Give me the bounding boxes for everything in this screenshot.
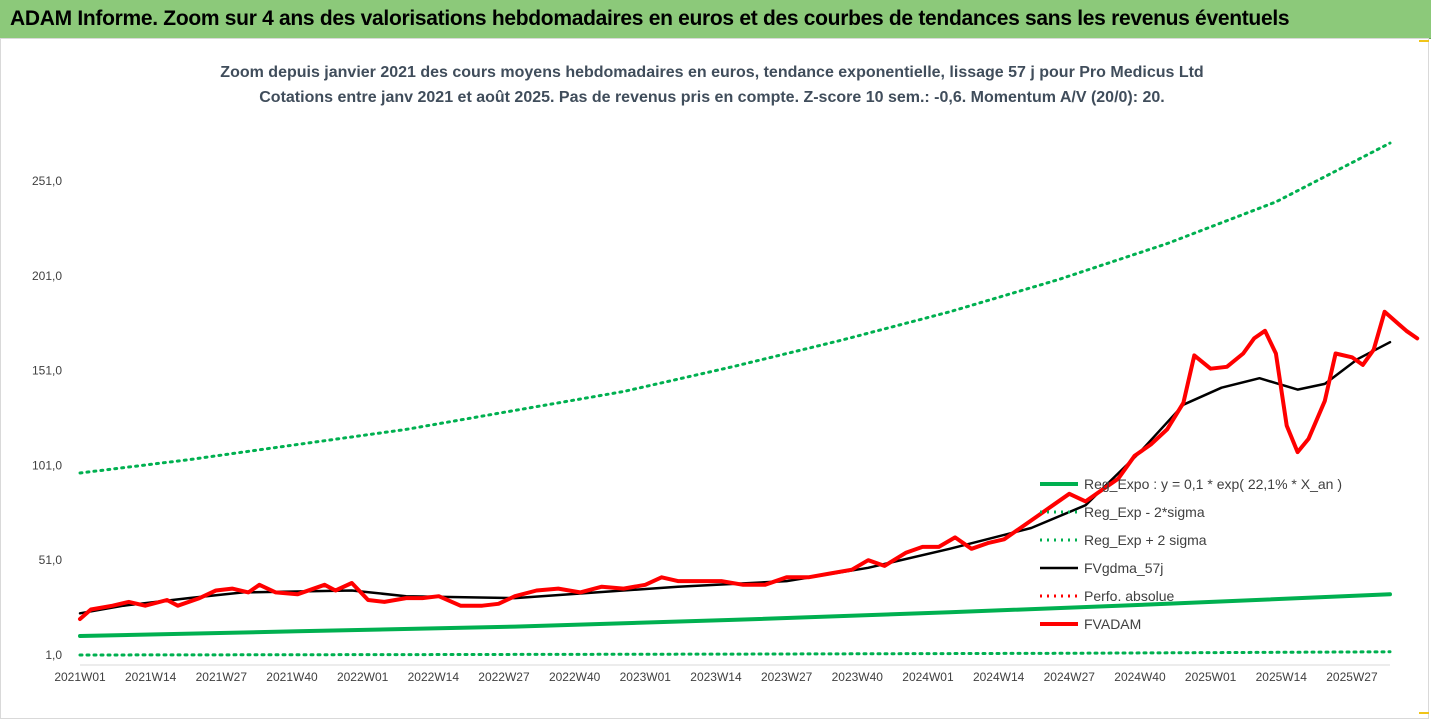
- x-tick-label: 2022W01: [337, 670, 389, 684]
- x-tick-label: 2023W01: [620, 670, 672, 684]
- x-tick-label: 2024W27: [1044, 670, 1096, 684]
- header-title: ADAM Informe. Zoom sur 4 ans des valoris…: [10, 7, 1290, 30]
- x-tick-label: 2023W14: [690, 670, 742, 684]
- x-tick-label: 2023W40: [832, 670, 884, 684]
- x-tick-label: 2022W14: [408, 670, 460, 684]
- x-tick-label: 2022W40: [549, 670, 601, 684]
- header-banner: ADAM Informe. Zoom sur 4 ans des valoris…: [0, 0, 1431, 39]
- x-tick-label: 2023W27: [761, 670, 813, 684]
- chart-title-line-1: Zoom depuis janvier 2021 des cours moyen…: [220, 64, 1203, 81]
- x-tick-label: 2024W14: [973, 670, 1025, 684]
- x-tick-label: 2021W14: [125, 670, 177, 684]
- legend-label: Reg_Exp - 2*sigma: [1084, 504, 1205, 520]
- legend-label: FVADAM: [1084, 616, 1141, 632]
- frame-corner-mark: [1419, 40, 1429, 42]
- legend-label: Perfo. absolue: [1084, 588, 1174, 604]
- y-tick-label: 201,0: [32, 269, 62, 283]
- legend-label: FVgdma_57j: [1084, 560, 1163, 576]
- chart-frame: [0, 38, 1429, 719]
- y-tick-label: 1,0: [45, 648, 62, 662]
- y-tick-label: 151,0: [32, 364, 62, 378]
- series-line-5: [78, 309, 1420, 621]
- chart-title-line-2: Cotations entre janv 2021 et août 2025. …: [259, 89, 1165, 106]
- series-line-0: [78, 592, 1392, 638]
- x-tick-label: 2022W27: [478, 670, 530, 684]
- series-line-1: [78, 650, 1392, 657]
- x-tick-label: 2025W27: [1326, 670, 1378, 684]
- y-tick-label: 51,0: [39, 553, 63, 567]
- x-tick-label: 2024W40: [1114, 670, 1166, 684]
- x-tick-label: 2021W27: [196, 670, 248, 684]
- series-line-2: [78, 141, 1392, 475]
- x-tick-label: 2025W01: [1185, 670, 1237, 684]
- legend-label: Reg_Expo : y = 0,1 * exp( 22,1% * X_an ): [1084, 476, 1342, 492]
- y-tick-label: 251,0: [32, 174, 62, 188]
- x-tick-label: 2021W01: [54, 670, 106, 684]
- x-tick-label: 2021W40: [266, 670, 318, 684]
- x-tick-label: 2024W01: [902, 670, 954, 684]
- frame-corner-mark: [1419, 712, 1429, 714]
- y-tick-label: 101,0: [32, 458, 62, 472]
- x-tick-label: 2025W14: [1256, 670, 1308, 684]
- legend-label: Reg_Exp + 2 sigma: [1084, 532, 1207, 548]
